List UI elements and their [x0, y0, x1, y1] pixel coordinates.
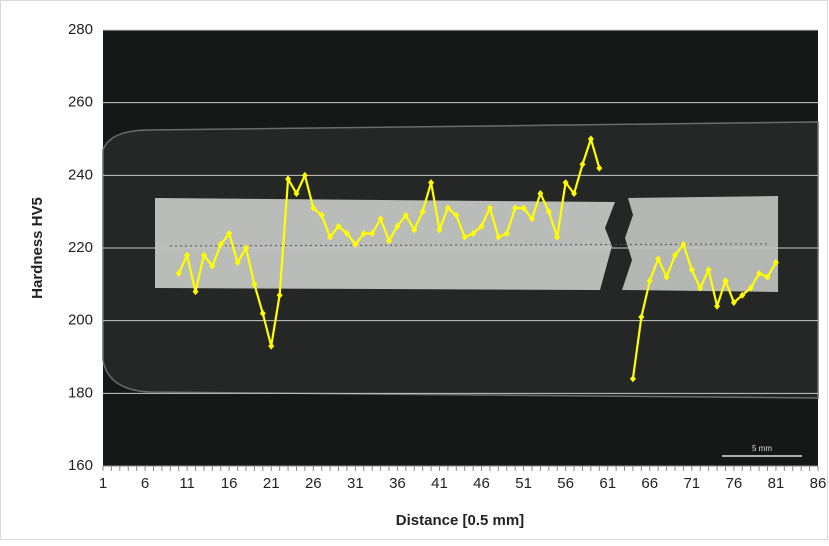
page: 5 mm Hardness HV5 Distance [0.5 mm] 160 1…: [0, 0, 829, 546]
chart: 5 mm Hardness HV5 Distance [0.5 mm] 160 1…: [0, 0, 829, 541]
x-tick-label: 1: [99, 475, 107, 492]
y-tick-label: 200: [68, 312, 93, 329]
x-axis-title: Distance [0.5 mm]: [396, 512, 524, 529]
y-tick-label: 220: [68, 239, 93, 256]
x-tick-label: 86: [810, 475, 827, 492]
y-tick-label: 160: [68, 457, 93, 474]
x-tick-label: 11: [179, 475, 195, 492]
x-tick-label: 71: [683, 475, 700, 492]
x-tick-label: 16: [221, 475, 238, 492]
scale-bar-label: 5 mm: [752, 444, 772, 453]
y-axis-title: Hardness HV5: [29, 197, 46, 299]
x-tick-label: 26: [305, 475, 322, 492]
y-tick-label: 180: [68, 384, 93, 401]
x-tick-label: 66: [641, 475, 658, 492]
x-tick-label: 81: [768, 475, 785, 492]
x-tick-label: 36: [389, 475, 406, 492]
x-tick-label: 46: [473, 475, 490, 492]
y-tick-label: 240: [68, 166, 93, 183]
x-tick-label: 31: [347, 475, 364, 492]
x-tick-label: 51: [515, 475, 532, 492]
x-tick-label: 61: [599, 475, 616, 492]
x-tick-label: 76: [726, 475, 743, 492]
y-tick-label: 280: [68, 21, 93, 38]
x-tick-label: 6: [141, 475, 149, 492]
x-tick-label: 21: [263, 475, 280, 492]
x-tick-label: 56: [557, 475, 574, 492]
x-tick-label: 41: [431, 475, 448, 492]
y-tick-label: 260: [68, 94, 93, 111]
